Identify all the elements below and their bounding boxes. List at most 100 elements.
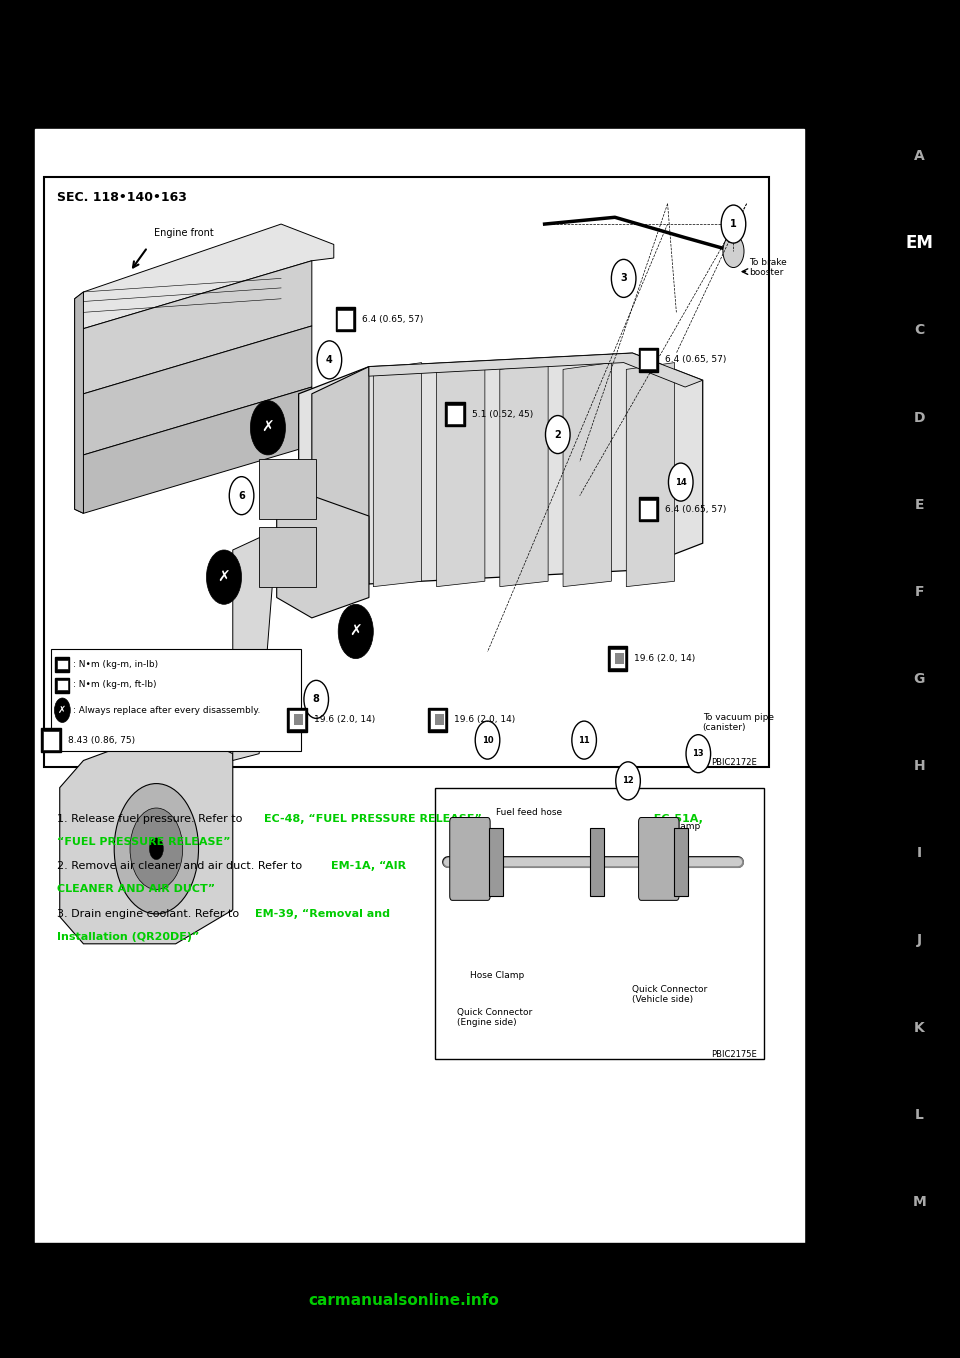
- Text: ✗: ✗: [261, 420, 275, 436]
- Polygon shape: [564, 363, 612, 587]
- Text: 6.4 (0.65, 57): 6.4 (0.65, 57): [665, 356, 727, 364]
- Text: To vacuum pipe
(canister): To vacuum pipe (canister): [703, 713, 774, 732]
- Circle shape: [612, 259, 636, 297]
- Text: J: J: [917, 933, 922, 948]
- Text: 19.6 (2.0, 14): 19.6 (2.0, 14): [635, 655, 695, 663]
- Text: 8: 8: [313, 694, 320, 705]
- Polygon shape: [373, 363, 421, 587]
- FancyBboxPatch shape: [336, 307, 355, 331]
- Circle shape: [206, 550, 242, 604]
- Polygon shape: [75, 387, 312, 513]
- Text: D: D: [914, 410, 924, 425]
- Text: A: A: [914, 149, 924, 163]
- FancyBboxPatch shape: [295, 714, 303, 725]
- Text: ✗: ✗: [218, 569, 230, 585]
- Text: EM: EM: [905, 235, 933, 253]
- Text: 19.6 (2.0, 14): 19.6 (2.0, 14): [314, 716, 374, 724]
- Text: 3. Drain engine coolant. Refer to: 3. Drain engine coolant. Refer to: [57, 909, 243, 918]
- Text: EM-39, “Removal and: EM-39, “Removal and: [254, 909, 390, 918]
- Text: K: K: [914, 1021, 924, 1035]
- Text: E: E: [915, 498, 924, 512]
- Text: G: G: [914, 672, 924, 686]
- Circle shape: [304, 680, 328, 718]
- Text: To brake
booster: To brake booster: [749, 258, 787, 277]
- Text: SEC. 118•140•163: SEC. 118•140•163: [57, 191, 187, 204]
- Text: EM-1A, “AIR: EM-1A, “AIR: [331, 861, 406, 870]
- Polygon shape: [232, 530, 276, 760]
- FancyBboxPatch shape: [428, 708, 447, 732]
- Text: H: H: [913, 759, 925, 773]
- Text: Fuel feed hose: Fuel feed hose: [496, 808, 563, 818]
- Polygon shape: [500, 363, 548, 587]
- Circle shape: [668, 463, 693, 501]
- FancyBboxPatch shape: [57, 660, 67, 669]
- Circle shape: [475, 721, 500, 759]
- Circle shape: [130, 808, 182, 889]
- FancyBboxPatch shape: [287, 708, 306, 732]
- FancyBboxPatch shape: [490, 828, 503, 896]
- Text: 12: 12: [622, 777, 634, 785]
- FancyBboxPatch shape: [435, 788, 764, 1059]
- Polygon shape: [626, 363, 675, 587]
- Text: I: I: [917, 846, 922, 860]
- FancyBboxPatch shape: [51, 649, 301, 751]
- Text: C: C: [914, 323, 924, 337]
- Text: M: M: [912, 1195, 926, 1209]
- Circle shape: [723, 235, 744, 268]
- FancyBboxPatch shape: [43, 731, 59, 750]
- Circle shape: [150, 838, 163, 860]
- Text: 5.1 (0.52, 45): 5.1 (0.52, 45): [471, 410, 533, 418]
- FancyBboxPatch shape: [445, 402, 465, 426]
- Circle shape: [338, 604, 373, 659]
- Text: PBIC2172E: PBIC2172E: [711, 758, 757, 766]
- Text: F: F: [915, 585, 924, 599]
- Text: Quick Connector
(Engine side): Quick Connector (Engine side): [457, 1008, 532, 1027]
- Text: CLEANER AND AIR DUCT”: CLEANER AND AIR DUCT”: [57, 884, 215, 894]
- FancyBboxPatch shape: [429, 710, 445, 729]
- Text: “FUEL PRESSURE RELEASE”: “FUEL PRESSURE RELEASE”: [57, 837, 230, 846]
- Text: 19.6 (2.0, 14): 19.6 (2.0, 14): [454, 716, 516, 724]
- FancyBboxPatch shape: [56, 657, 69, 672]
- Text: : N•m (kg-m, ft-lb): : N•m (kg-m, ft-lb): [73, 680, 156, 689]
- Text: 4: 4: [326, 354, 333, 365]
- Circle shape: [229, 477, 253, 515]
- Text: Installation (QR20DE)”: Installation (QR20DE)”: [57, 932, 200, 941]
- Text: carmanualsonline.info: carmanualsonline.info: [309, 1293, 499, 1309]
- Text: L: L: [915, 1108, 924, 1122]
- FancyBboxPatch shape: [640, 350, 657, 369]
- FancyBboxPatch shape: [289, 710, 305, 729]
- Text: Quick Connector
(Vehicle side): Quick Connector (Vehicle side): [633, 985, 708, 1004]
- FancyBboxPatch shape: [590, 828, 605, 896]
- FancyBboxPatch shape: [41, 728, 60, 752]
- Circle shape: [114, 784, 199, 914]
- Circle shape: [721, 205, 746, 243]
- FancyBboxPatch shape: [44, 177, 769, 767]
- FancyBboxPatch shape: [259, 527, 316, 587]
- Text: 1: 1: [731, 219, 737, 230]
- FancyBboxPatch shape: [614, 653, 624, 664]
- FancyBboxPatch shape: [638, 348, 658, 372]
- FancyBboxPatch shape: [640, 500, 657, 519]
- Text: : Always replace after every disassembly.: : Always replace after every disassembly…: [73, 706, 260, 714]
- Text: EC-48, “FUEL PRESSURE RELEASE”: EC-48, “FUEL PRESSURE RELEASE”: [263, 813, 481, 823]
- Circle shape: [55, 698, 70, 722]
- Text: ✗: ✗: [59, 705, 66, 716]
- Text: 11: 11: [578, 736, 590, 744]
- Polygon shape: [75, 261, 312, 394]
- Polygon shape: [75, 326, 312, 455]
- FancyBboxPatch shape: [638, 497, 658, 521]
- Text: 3: 3: [620, 273, 627, 284]
- Text: EC-51A,: EC-51A,: [553, 813, 704, 823]
- Text: PBIC2175E: PBIC2175E: [711, 1050, 757, 1058]
- FancyBboxPatch shape: [674, 828, 687, 896]
- Polygon shape: [75, 292, 84, 513]
- FancyBboxPatch shape: [447, 405, 463, 424]
- Text: 2: 2: [555, 429, 562, 440]
- FancyBboxPatch shape: [337, 310, 353, 329]
- Text: 8.43 (0.86, 75): 8.43 (0.86, 75): [67, 736, 134, 744]
- FancyBboxPatch shape: [57, 680, 67, 690]
- Polygon shape: [299, 353, 703, 584]
- FancyBboxPatch shape: [610, 649, 625, 668]
- Circle shape: [317, 341, 342, 379]
- Text: 6: 6: [238, 490, 245, 501]
